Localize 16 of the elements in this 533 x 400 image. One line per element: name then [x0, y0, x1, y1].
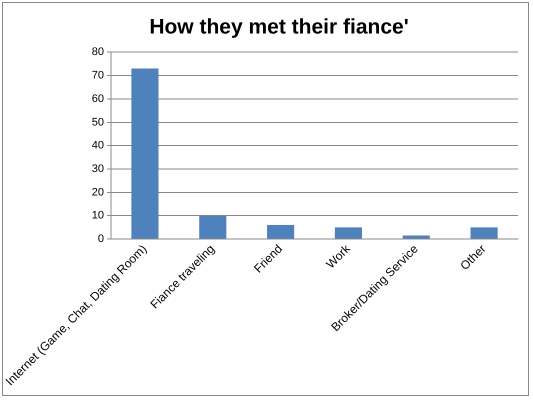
bar	[402, 236, 430, 239]
y-tick-label: 80	[92, 46, 104, 58]
chart-title: How they met their fiance'	[149, 15, 409, 38]
y-tick-label: 10	[92, 210, 104, 222]
bar	[131, 68, 159, 239]
y-tick-label: 40	[92, 140, 104, 152]
bar	[334, 227, 362, 239]
y-tick-label: 60	[92, 92, 104, 105]
bar	[470, 227, 498, 239]
y-tick-label: 20	[92, 186, 104, 198]
bar	[199, 216, 226, 239]
y-tick-label: 70	[92, 70, 104, 82]
y-tick-label: 30	[92, 163, 104, 176]
y-tick-label: 0	[98, 233, 104, 246]
y-tick-label: 50	[92, 116, 104, 128]
bar	[267, 225, 294, 239]
